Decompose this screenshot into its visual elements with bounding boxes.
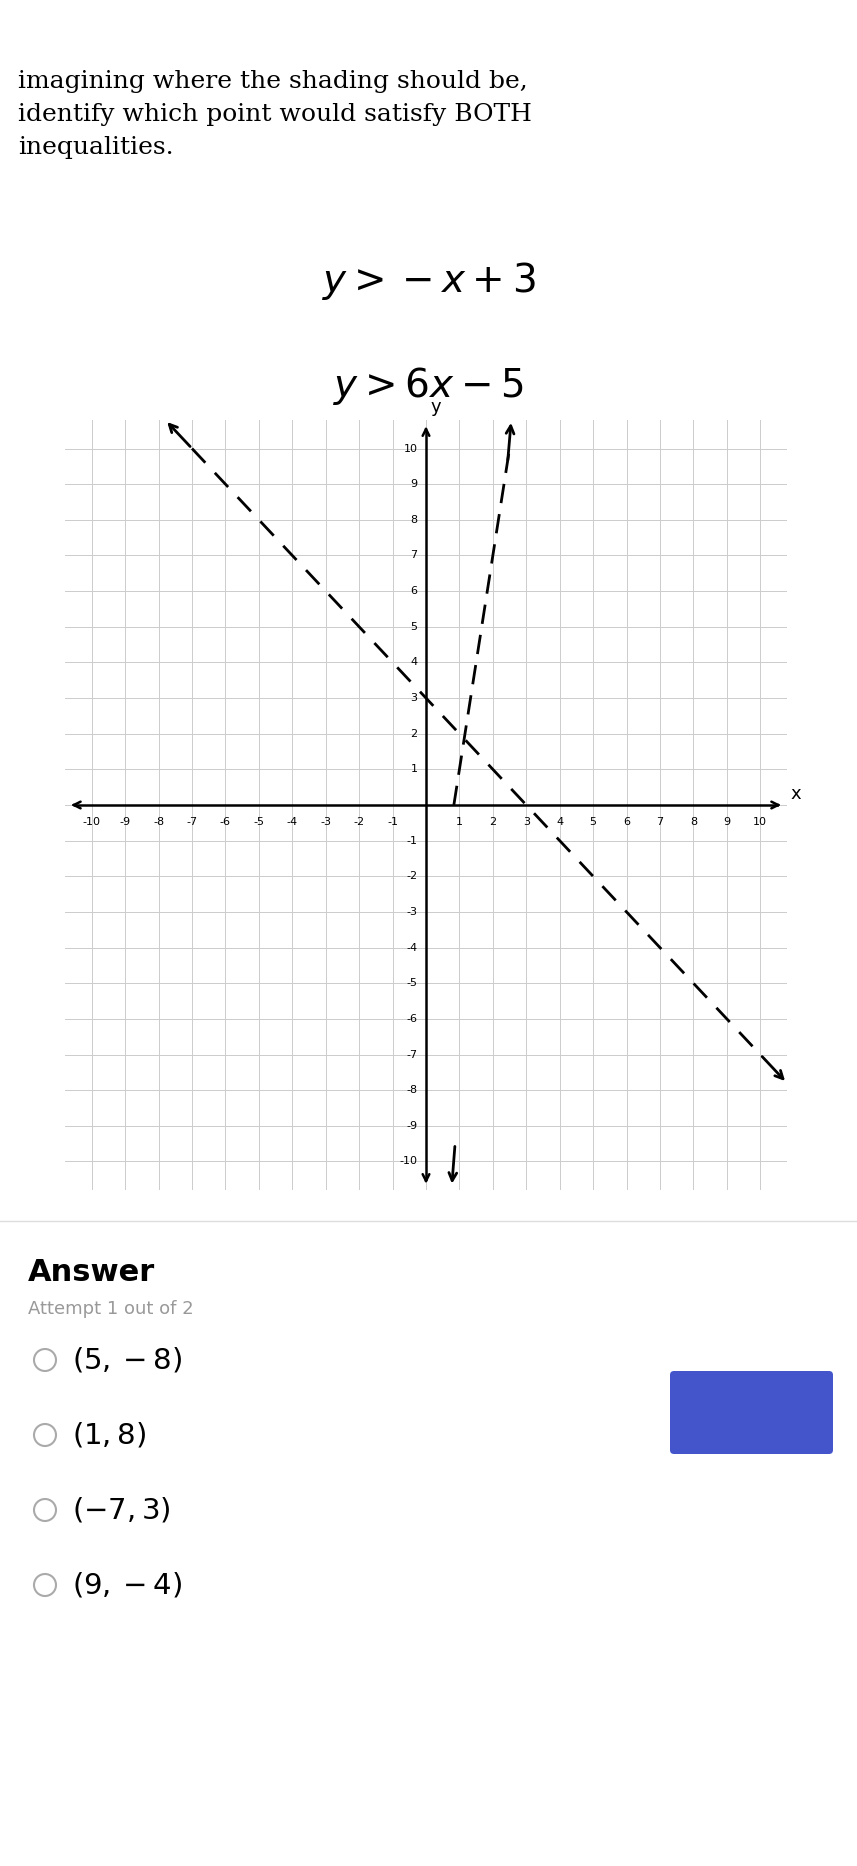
Text: -5: -5 (254, 817, 264, 827)
Text: Submit
Answer: Submit Answer (713, 1388, 790, 1437)
Text: -9: -9 (120, 817, 131, 827)
Text: 4: 4 (556, 817, 563, 827)
Text: 8: 8 (690, 817, 697, 827)
Text: 9: 9 (723, 817, 730, 827)
Text: -7: -7 (187, 817, 198, 827)
Text: 3: 3 (411, 692, 417, 703)
Text: 5: 5 (411, 621, 417, 633)
Text: 6: 6 (411, 586, 417, 595)
Text: $y > 6x - 5$: $y > 6x - 5$ (333, 366, 524, 407)
Text: x: x (790, 786, 801, 802)
Text: -7: -7 (406, 1049, 417, 1060)
Text: 3: 3 (523, 817, 530, 827)
Text: -10: -10 (83, 817, 101, 827)
Text: 2: 2 (489, 817, 496, 827)
Text: $(9, -4)$: $(9, -4)$ (72, 1571, 182, 1599)
Text: 8: 8 (411, 515, 417, 524)
Text: 9: 9 (411, 480, 417, 489)
Text: $(5, -8)$: $(5, -8)$ (72, 1345, 182, 1375)
Text: -8: -8 (153, 817, 165, 827)
Text: -4: -4 (287, 817, 298, 827)
Text: -2: -2 (354, 817, 365, 827)
Text: -1: -1 (406, 836, 417, 845)
Text: 2: 2 (411, 730, 417, 739)
Text: Attempt 1 out of 2: Attempt 1 out of 2 (28, 1301, 194, 1317)
Text: imagining where the shading should be,
identify which point would satisfy BOTH
i: imagining where the shading should be, i… (18, 71, 532, 159)
Text: -3: -3 (406, 907, 417, 916)
Text: 7: 7 (411, 550, 417, 560)
Text: $y > -x + 3$: $y > -x + 3$ (321, 259, 536, 302)
Text: -4: -4 (406, 942, 417, 952)
Text: -6: -6 (406, 1013, 417, 1024)
Text: 1: 1 (411, 765, 417, 774)
Text: 1: 1 (456, 817, 463, 827)
Text: -1: -1 (387, 817, 398, 827)
Text: -5: -5 (406, 978, 417, 989)
Text: -10: -10 (399, 1157, 417, 1166)
FancyBboxPatch shape (670, 1372, 833, 1454)
Text: 7: 7 (656, 817, 663, 827)
Text: -2: -2 (406, 871, 417, 881)
Text: Answer: Answer (28, 1258, 155, 1288)
Text: $(-7, 3)$: $(-7, 3)$ (72, 1495, 171, 1525)
Text: y: y (431, 399, 441, 416)
Text: 4: 4 (411, 657, 417, 668)
Text: -8: -8 (406, 1086, 417, 1095)
Text: DeltaMath  ·  Graphing and Writing Inequalities: DeltaMath · Graphing and Writing Inequal… (207, 17, 650, 34)
Text: 6: 6 (623, 817, 630, 827)
Text: 10: 10 (753, 817, 767, 827)
Text: $(1, 8)$: $(1, 8)$ (72, 1420, 147, 1450)
Text: 5: 5 (590, 817, 596, 827)
Text: -6: -6 (220, 817, 231, 827)
Text: -9: -9 (406, 1121, 417, 1131)
Text: -3: -3 (321, 817, 331, 827)
Text: 10: 10 (404, 444, 417, 453)
